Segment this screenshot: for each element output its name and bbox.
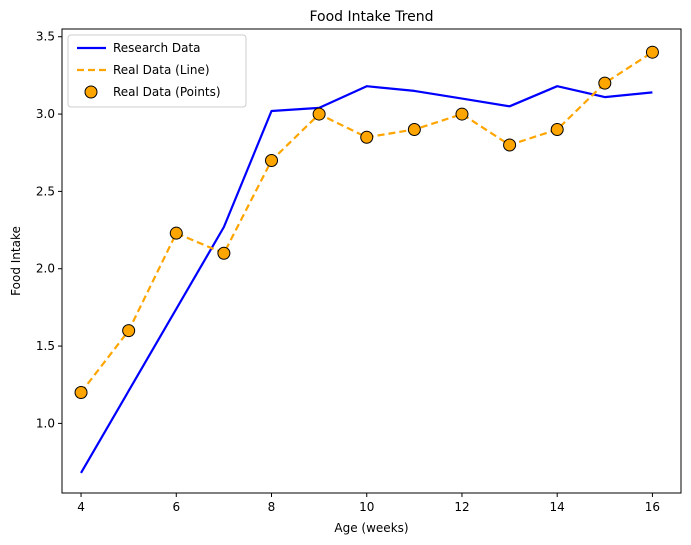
plot-frame	[61, 28, 682, 494]
real-data-point	[122, 324, 136, 338]
x-axis-title: Age (weeks)	[334, 521, 408, 535]
x-tick-label: 10	[359, 500, 374, 514]
real-data-point	[550, 123, 564, 137]
legend-box	[67, 34, 247, 108]
real-data-point	[598, 76, 612, 90]
chart-title: Food Intake Trend	[309, 9, 433, 25]
legend-label: Real Data (Line)	[113, 63, 210, 77]
real-data-point	[217, 246, 231, 260]
y-tick-label: 2.0	[36, 262, 55, 276]
x-axis: 4 6 8 10 12 14 16	[77, 493, 660, 514]
x-tick-label: 8	[268, 500, 276, 514]
series-research-data-line	[80, 85, 653, 474]
real-data-point	[312, 107, 326, 121]
legend-label: Research Data	[113, 41, 201, 55]
legend-label: Real Data (Points)	[113, 85, 221, 99]
y-tick-label: 1.0	[36, 416, 55, 430]
x-tick-label: 6	[172, 500, 180, 514]
y-tick-label: 2.5	[36, 184, 55, 198]
x-tick-label: 4	[77, 500, 85, 514]
y-tick-label: 3.0	[36, 107, 55, 121]
x-tick-label: 16	[645, 500, 660, 514]
legend-swatch-real-data-points	[84, 85, 98, 99]
y-axis: 1.0 1.5 2.0 2.5 3.0 3.5	[36, 30, 62, 430]
real-data-point	[74, 385, 88, 399]
real-data-point	[645, 45, 659, 59]
real-data-point	[169, 226, 183, 240]
x-tick-label: 14	[550, 500, 565, 514]
real-data-point	[503, 138, 517, 152]
x-tick-label: 12	[454, 500, 469, 514]
legend: Research Data Real Data (Line) Real Data (…	[67, 34, 247, 108]
y-tick-label: 3.5	[36, 30, 55, 44]
y-axis-title: Food Intake	[9, 226, 23, 296]
real-data-point	[265, 153, 279, 167]
plot-area	[61, 28, 682, 494]
real-data-point	[455, 107, 469, 121]
real-data-point	[360, 130, 374, 144]
real-data-point	[407, 123, 421, 137]
y-tick-label: 1.5	[36, 339, 55, 353]
